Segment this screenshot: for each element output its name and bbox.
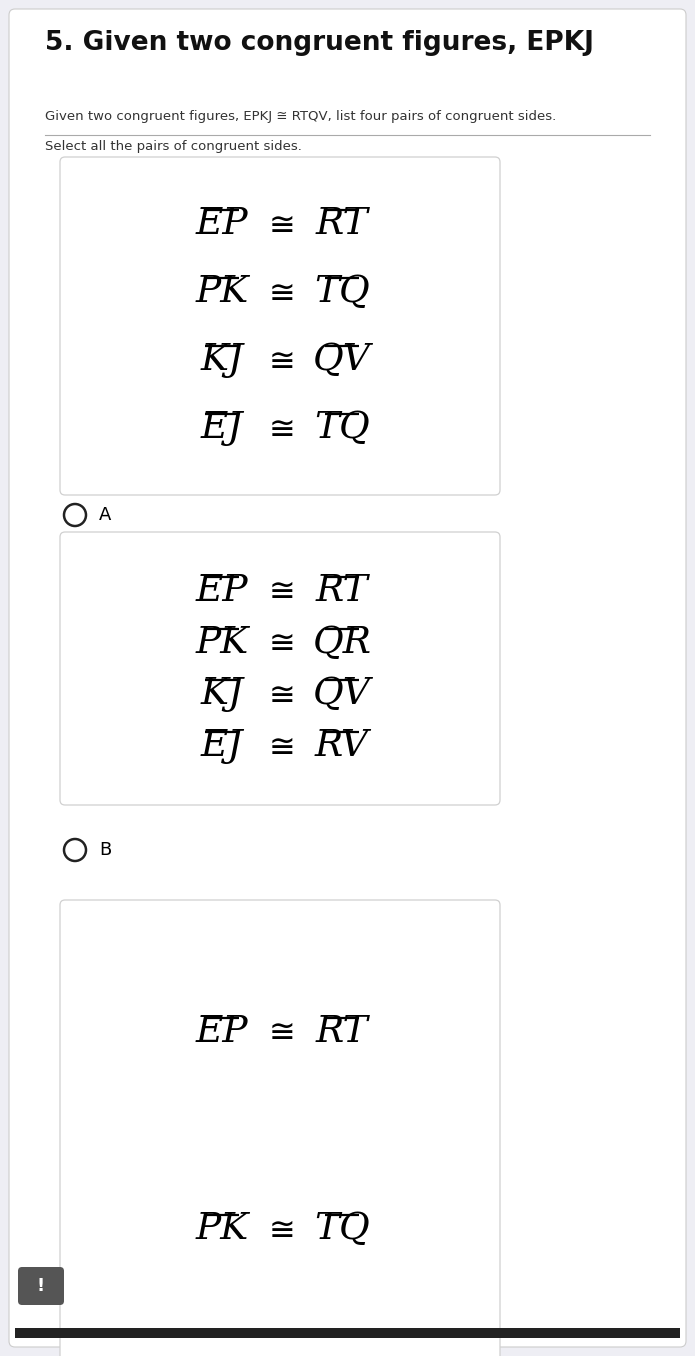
Text: TQ: TQ xyxy=(314,410,370,446)
Text: $\cong$: $\cong$ xyxy=(262,412,294,443)
Text: $\cong$: $\cong$ xyxy=(262,209,294,240)
Text: QR: QR xyxy=(313,625,372,660)
Text: 5. Given two congruent figures, EPKJ: 5. Given two congruent figures, EPKJ xyxy=(45,30,594,56)
Text: A: A xyxy=(99,506,111,523)
Text: $\cong$: $\cong$ xyxy=(262,344,294,376)
Text: EP: EP xyxy=(196,206,248,241)
Text: QV: QV xyxy=(313,677,371,712)
Text: $\cong$: $\cong$ xyxy=(262,679,294,711)
Text: EP: EP xyxy=(196,572,248,609)
Text: EP: EP xyxy=(196,1014,248,1050)
Text: Given two congruent figures, EPKJ ≅ RTQV, list four pairs of congruent sides.: Given two congruent figures, EPKJ ≅ RTQV… xyxy=(45,110,556,123)
Text: $\cong$: $\cong$ xyxy=(262,731,294,762)
Text: !: ! xyxy=(37,1277,45,1295)
Text: KJ: KJ xyxy=(200,677,243,712)
Bar xyxy=(15,1328,680,1338)
Text: KJ: KJ xyxy=(200,342,243,378)
Text: RT: RT xyxy=(316,1014,368,1050)
Text: $\cong$: $\cong$ xyxy=(262,575,294,606)
Text: $\cong$: $\cong$ xyxy=(262,626,294,658)
FancyBboxPatch shape xyxy=(9,9,686,1347)
Text: RV: RV xyxy=(315,728,369,765)
Text: QV: QV xyxy=(313,342,371,378)
Text: PK: PK xyxy=(195,274,249,311)
Text: $\cong$: $\cong$ xyxy=(262,1214,294,1245)
Text: PK: PK xyxy=(195,1211,249,1248)
FancyBboxPatch shape xyxy=(18,1267,64,1304)
Text: B: B xyxy=(99,841,111,858)
Text: $\cong$: $\cong$ xyxy=(262,1016,294,1047)
Text: TQ: TQ xyxy=(314,1211,370,1248)
Text: RT: RT xyxy=(316,206,368,241)
Text: RT: RT xyxy=(316,572,368,609)
Text: EJ: EJ xyxy=(201,410,243,446)
Text: EJ: EJ xyxy=(201,728,243,765)
FancyBboxPatch shape xyxy=(60,157,500,495)
Text: TQ: TQ xyxy=(314,274,370,311)
FancyBboxPatch shape xyxy=(60,900,500,1356)
Text: $\cong$: $\cong$ xyxy=(262,277,294,308)
Text: PK: PK xyxy=(195,625,249,660)
Text: Select all the pairs of congruent sides.: Select all the pairs of congruent sides. xyxy=(45,140,302,153)
FancyBboxPatch shape xyxy=(60,532,500,805)
